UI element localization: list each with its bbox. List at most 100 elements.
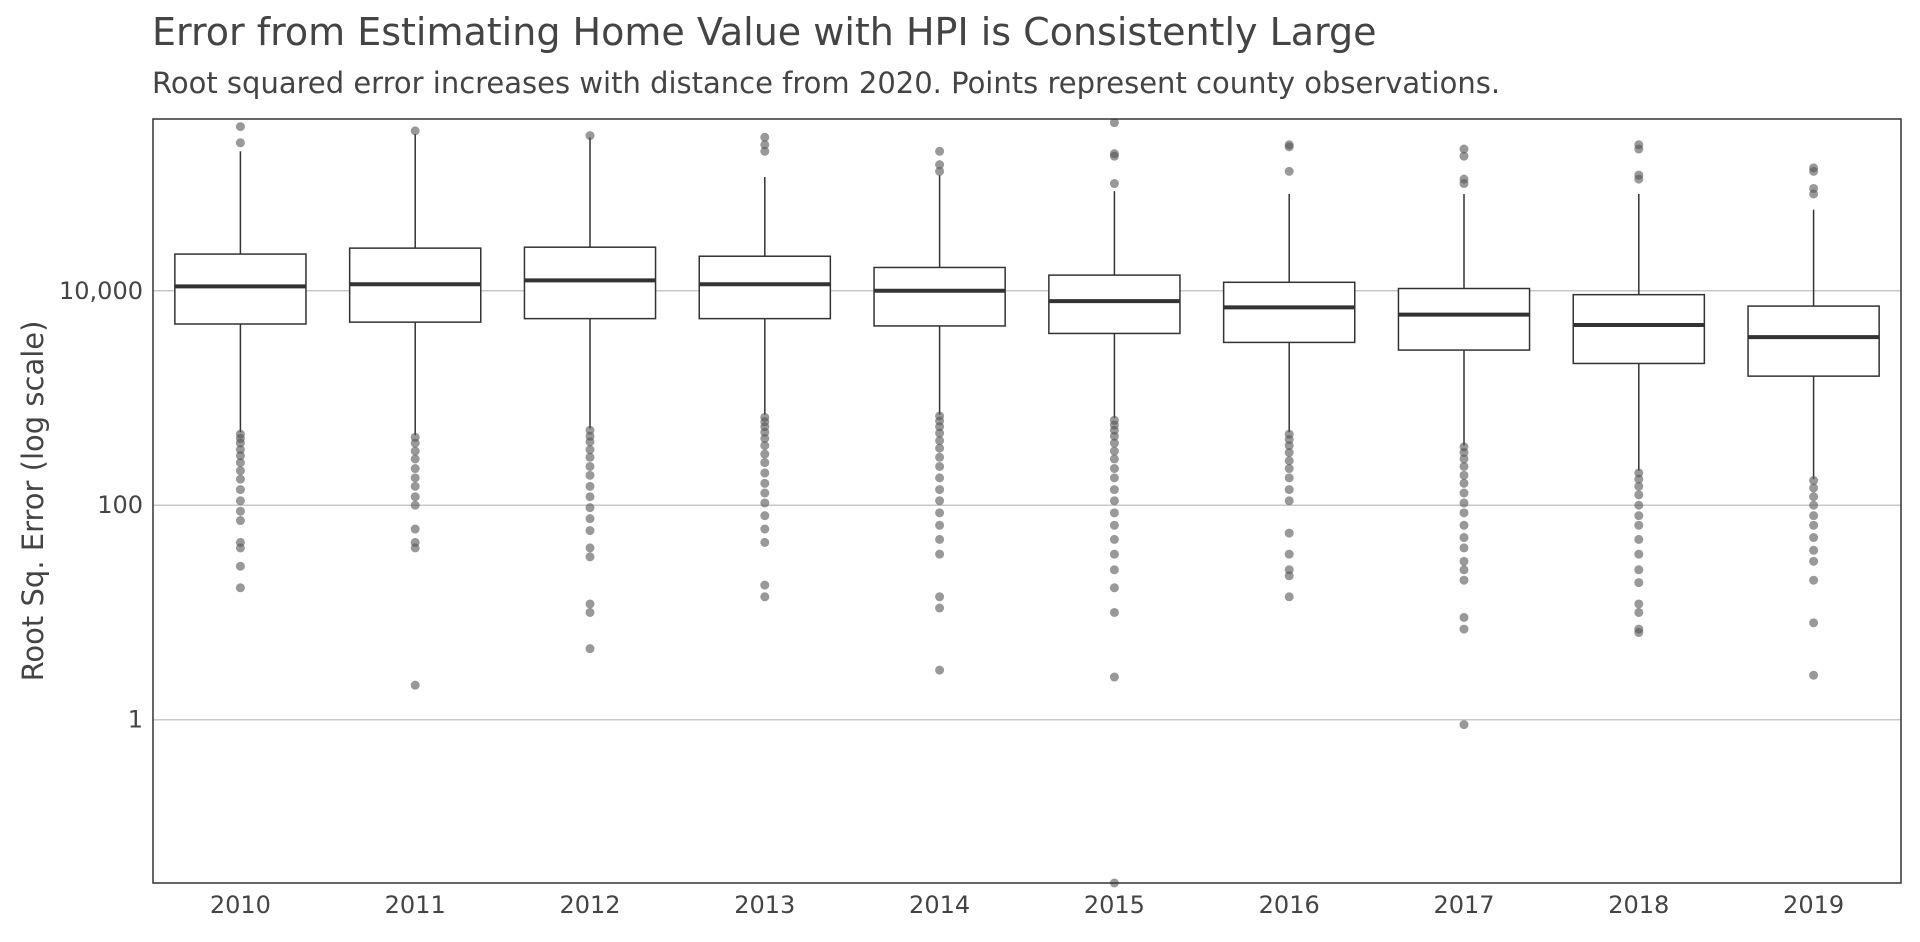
outlier-point [760, 580, 770, 590]
x-tick-label-2016: 2016 [1259, 891, 1320, 919]
outlier-point [410, 492, 420, 502]
outlier-point [760, 132, 770, 142]
y-tick-label-1: 1 [128, 706, 143, 734]
outlier-point [760, 592, 770, 602]
x-tick-label-2018: 2018 [1608, 891, 1669, 919]
x-tick-label-2017: 2017 [1433, 891, 1494, 919]
x-tick-label-2010: 2010 [210, 891, 271, 919]
outlier-point [935, 473, 945, 483]
box-2016 [1222, 140, 1356, 602]
outlier-point [1284, 571, 1294, 581]
iqr-box [523, 246, 657, 320]
outlier-point [760, 146, 770, 156]
box-2017 [1397, 144, 1531, 730]
outlier-point [585, 437, 595, 447]
outlier-point [935, 496, 945, 506]
outlier-point [235, 561, 245, 571]
outlier-point [935, 160, 945, 170]
outlier-point [1459, 144, 1469, 154]
outlier-point [410, 126, 420, 136]
outlier-point [1284, 166, 1294, 176]
iqr-box [873, 266, 1006, 327]
outlier-point [585, 470, 595, 480]
outlier-point [1634, 534, 1644, 544]
box-2013 [698, 132, 832, 602]
outlier-point [1109, 549, 1119, 559]
outlier-point [935, 534, 945, 544]
outlier-point [935, 146, 945, 156]
outlier-point [1459, 478, 1469, 488]
outlier-point [1459, 508, 1469, 518]
outlier-point [1109, 454, 1119, 464]
outlier-point [760, 478, 770, 488]
outlier-point [1459, 151, 1469, 161]
outlier-point [1109, 149, 1119, 159]
outlier-point [1284, 456, 1294, 466]
box-2010 [174, 122, 307, 593]
outlier-point [1809, 556, 1819, 566]
outlier-point [1284, 528, 1294, 538]
outlier-point [760, 537, 770, 547]
outlier-point [1109, 179, 1119, 189]
outlier-point [935, 428, 945, 438]
outlier-point [1634, 140, 1644, 150]
outlier-point [235, 583, 245, 593]
outlier-point [1284, 448, 1294, 458]
outlier-point [1809, 520, 1819, 530]
outlier-point [235, 506, 245, 516]
iqr-box [1747, 305, 1880, 377]
y-tick-label-10,000: 10,000 [59, 277, 143, 305]
y-axis-title: Root Sq. Error (log scale) [16, 321, 50, 682]
outlier-point [1634, 474, 1644, 484]
outlier-point [1459, 556, 1469, 566]
outlier-point [1634, 481, 1644, 491]
outlier-point [1109, 496, 1119, 506]
outlier-point [1109, 431, 1119, 441]
outlier-point [410, 464, 420, 474]
outlier-point [1809, 618, 1819, 628]
outlier-point [1109, 446, 1119, 456]
outlier-point [1634, 520, 1644, 530]
outlier-point [410, 481, 420, 491]
outlier-point [1459, 533, 1469, 543]
outlier-point [1109, 607, 1119, 617]
x-tick-label-2019: 2019 [1783, 891, 1844, 919]
outlier-point [1284, 549, 1294, 559]
outlier-point [1634, 578, 1644, 588]
outlier-point [1634, 599, 1644, 609]
outlier-point [1459, 624, 1469, 634]
outlier-point [1809, 500, 1819, 510]
outlier-point [935, 520, 945, 530]
iqr-box [1222, 281, 1356, 344]
box-2011 [348, 126, 482, 690]
outlier-point [760, 441, 770, 451]
chart-title: Error from Estimating Home Value with HP… [152, 10, 1377, 54]
y-tick-label-100: 100 [97, 491, 143, 519]
outlier-point [1459, 488, 1469, 498]
x-axis-ticks: 2010 2011 2012 2013 2014 2015 2016 2017 2018 2019 [210, 891, 1844, 919]
outlier-point [1634, 500, 1644, 510]
outlier-point [935, 508, 945, 518]
outlier-point [410, 543, 420, 553]
outlier-point [585, 543, 595, 553]
outlier-point [585, 131, 595, 141]
outlier-point [1109, 672, 1119, 682]
outlier-point [935, 592, 945, 602]
outlier-point [935, 452, 945, 462]
outlier-point [1109, 583, 1119, 593]
outlier-point [1109, 464, 1119, 474]
outlier-point [1284, 464, 1294, 474]
outlier-point [410, 524, 420, 534]
outlier-point [935, 461, 945, 471]
outlier-point [1109, 534, 1119, 544]
outlier-point [1284, 592, 1294, 602]
outlier-point [1459, 520, 1469, 530]
outlier-point [1809, 670, 1819, 680]
outlier-point [235, 122, 245, 132]
outlier-point [235, 466, 245, 476]
outlier-point [1284, 140, 1294, 150]
outlier-point [1634, 628, 1644, 638]
iqr-box [1572, 293, 1706, 365]
outlier-point [585, 599, 595, 609]
outlier-point [760, 458, 770, 468]
